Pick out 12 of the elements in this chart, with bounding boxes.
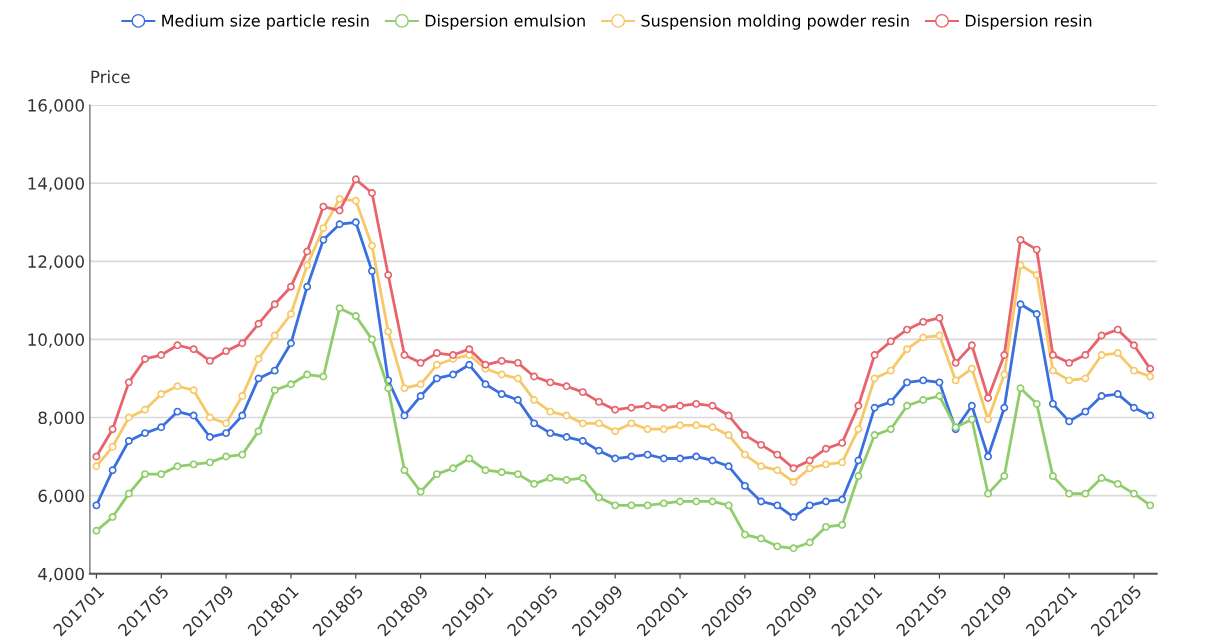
legend-label: Dispersion emulsion: [425, 14, 585, 30]
legend-label: Medium size particle resin: [162, 14, 369, 30]
y-axis-title: Price: [91, 70, 130, 84]
y-tick-label: 4,000: [38, 567, 84, 582]
legend-label: Dispersion resin: [965, 14, 1092, 30]
legend-label: Suspension molding powder resin: [641, 14, 909, 30]
y-tick-label: 12,000: [28, 255, 84, 270]
y-tick-label: 8,000: [38, 411, 84, 426]
y-tick-label: 10,000: [28, 333, 84, 348]
y-tick-label: 16,000: [28, 99, 84, 114]
y-tick-label: 6,000: [38, 489, 84, 504]
y-tick-label: 14,000: [28, 177, 84, 192]
